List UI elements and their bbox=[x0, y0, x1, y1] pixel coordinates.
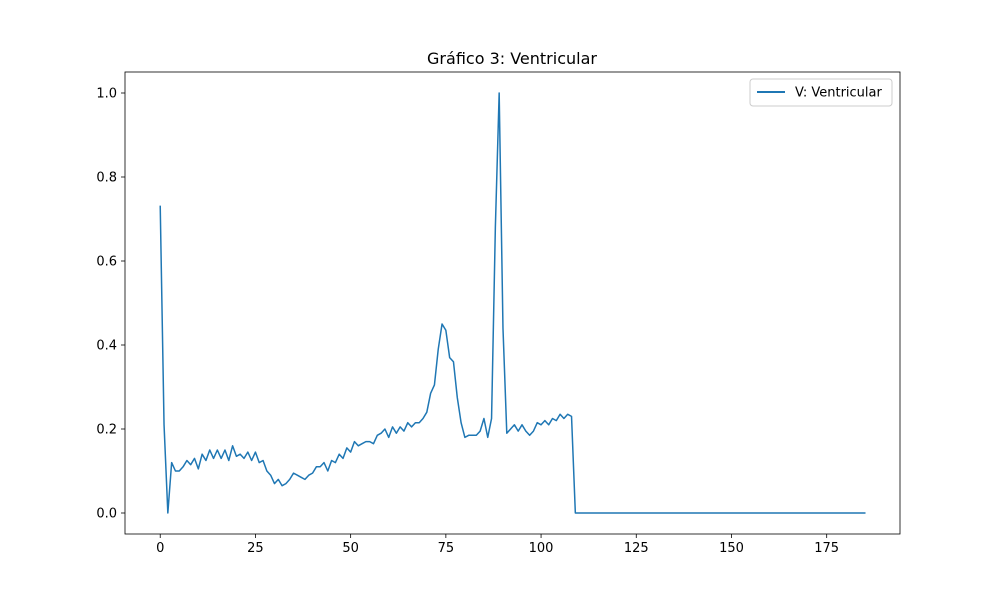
x-tick-label: 175 bbox=[814, 541, 839, 556]
y-tick-label: 0.6 bbox=[96, 255, 117, 270]
x-tick-label: 25 bbox=[247, 541, 264, 556]
y-tick-label: 0.0 bbox=[96, 507, 117, 522]
x-tick-label: 125 bbox=[624, 541, 649, 556]
legend-label: V: Ventricular bbox=[795, 86, 882, 101]
y-tick-label: 0.8 bbox=[96, 171, 117, 186]
legend: V: Ventricular bbox=[749, 78, 893, 107]
legend-box bbox=[749, 78, 893, 107]
chart-title: Gráfico 3: Ventricular bbox=[427, 49, 597, 68]
x-tick-label: 50 bbox=[342, 541, 359, 556]
x-tick-label: 100 bbox=[529, 541, 554, 556]
y-tick-label: 0.2 bbox=[96, 423, 117, 438]
y-tick-label: 1.0 bbox=[96, 87, 117, 102]
x-tick-label: 0 bbox=[156, 541, 164, 556]
x-tick-label: 75 bbox=[438, 541, 455, 556]
series-line-0 bbox=[159, 92, 866, 514]
plot-area: 0 25 50 75 100 125 150 175 0.0 0.2 0.4 0.6 0.8 1.0 bbox=[96, 71, 901, 556]
axes-frame bbox=[124, 71, 901, 535]
x-tick-label: 150 bbox=[719, 541, 744, 556]
y-tick-label: 0.4 bbox=[96, 339, 117, 354]
